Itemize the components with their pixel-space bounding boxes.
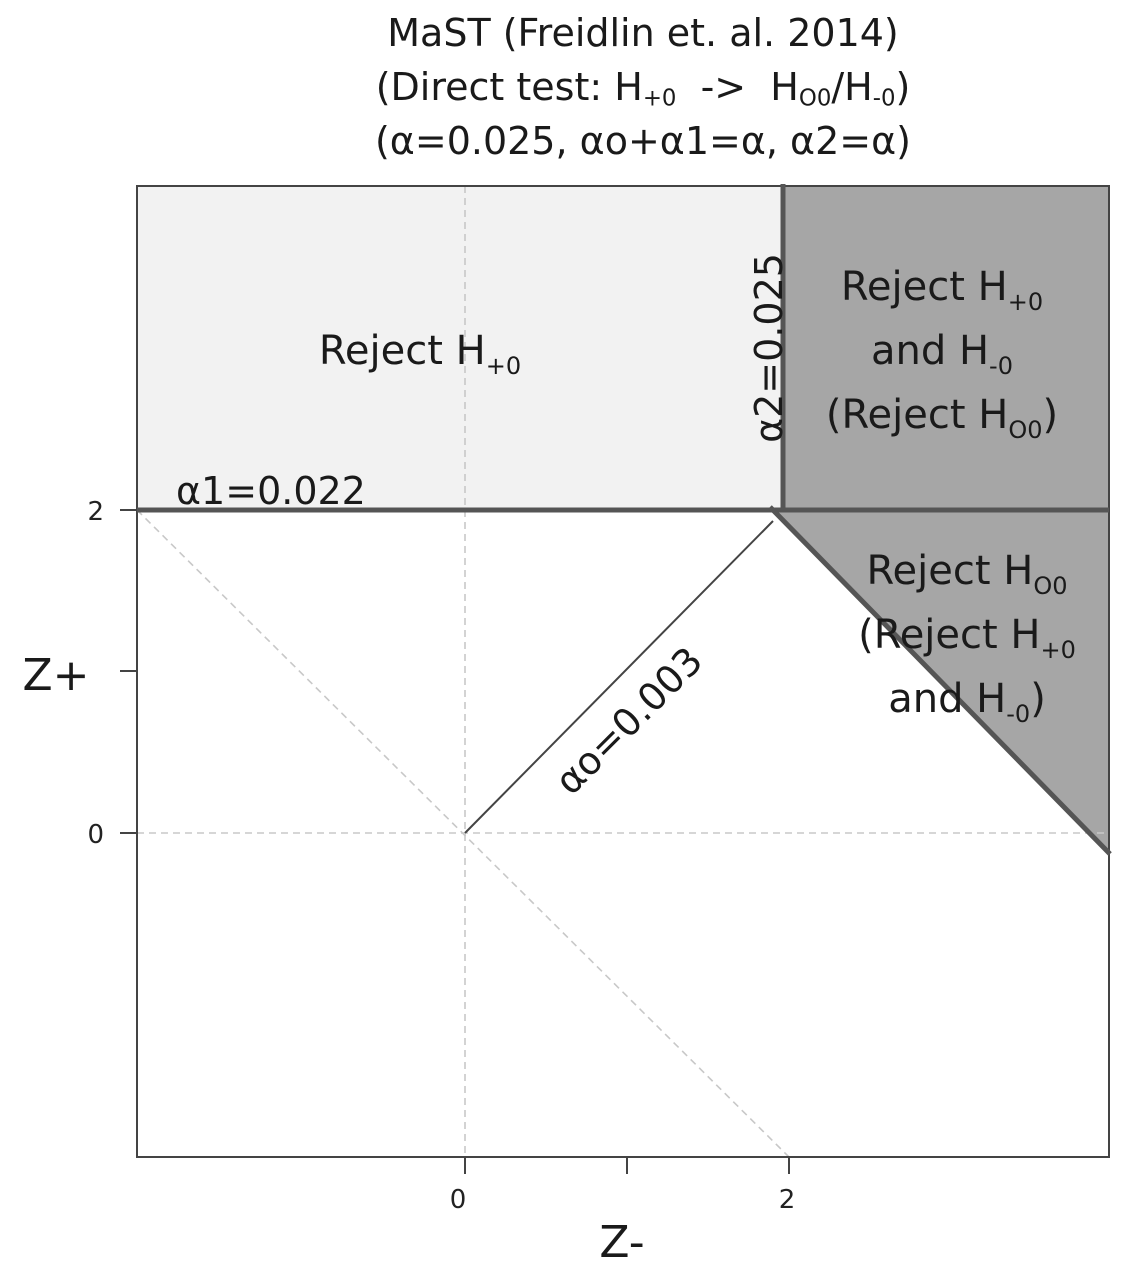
label-alpha0: αo=0.003	[546, 638, 711, 803]
title-line-2: (Direct test: H+0 -> HO0/H-0)	[375, 65, 911, 112]
label-reject-both-line3: (Reject HO0)	[826, 392, 1058, 444]
figure-title: MaST (Freidlin et. al. 2014) (Direct tes…	[0, 6, 1144, 168]
label-alpha2: α2=0.025	[747, 253, 791, 443]
anti-diagonal-guide	[136, 509, 790, 1158]
h00-boundary	[768, 505, 1112, 856]
y-tick-label-2: 2	[87, 497, 104, 527]
title-line-3: (α=0.025, αo+α1=α, α2=α)	[374, 119, 911, 163]
x-tick-label-0: 0	[450, 1185, 467, 1215]
title-line-1: MaST (Freidlin et. al. 2014)	[387, 11, 899, 55]
region-reject-both	[783, 186, 1109, 510]
label-reject-h00-line3: and H-0)	[888, 676, 1046, 728]
region-reject-h-plus	[137, 186, 783, 510]
x-axis-label: Z-	[599, 1217, 644, 1265]
alpha0-boundary	[464, 520, 774, 834]
label-reject-h00-line1: Reject HO0	[867, 548, 1068, 600]
label-reject-h-plus: Reject H+0	[319, 328, 521, 380]
label-reject-both-line2: and H-0	[871, 328, 1013, 380]
label-reject-h00-line2: (Reject H+0	[858, 612, 1076, 664]
x-tick-label-2: 2	[779, 1185, 796, 1215]
label-alpha1: α1=0.022	[176, 469, 366, 513]
y-axis-label: Z+	[22, 650, 89, 701]
label-reject-both-line1: Reject H+0	[841, 264, 1043, 316]
y-tick-label-0: 0	[87, 820, 104, 850]
